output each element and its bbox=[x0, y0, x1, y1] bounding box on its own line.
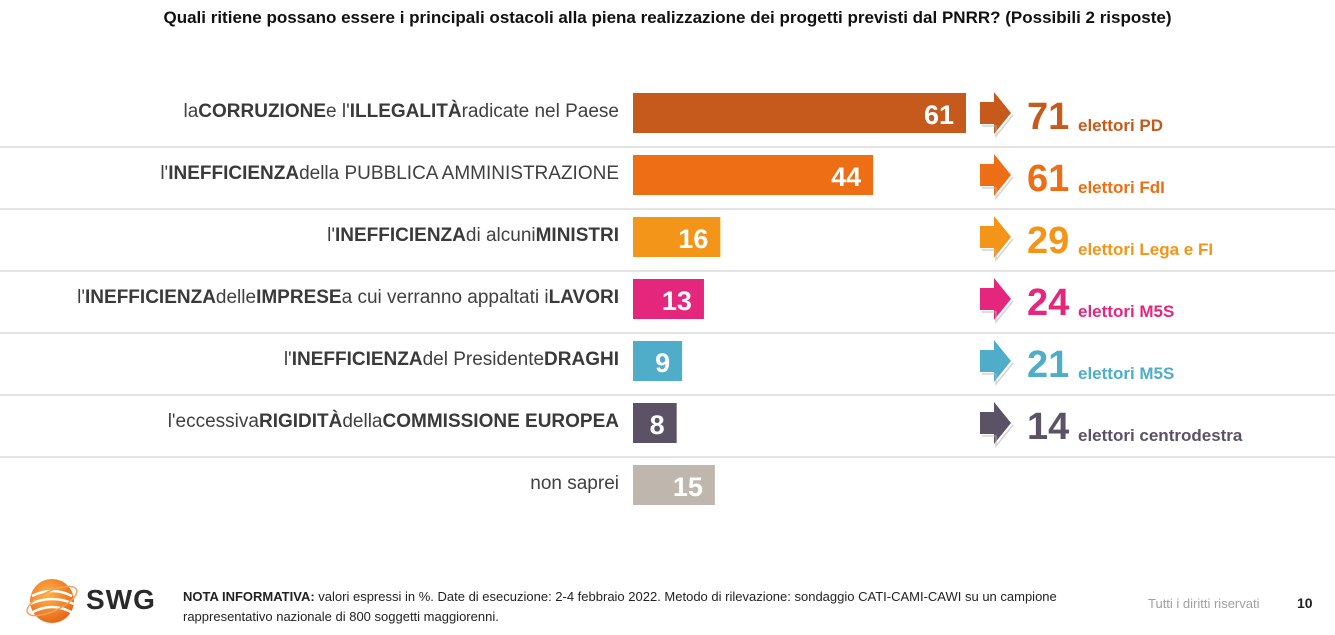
bar bbox=[633, 403, 677, 443]
note-text: valori espressi in %. Date di esecuzione… bbox=[183, 589, 1057, 624]
category-label: l' INEFFICIENZA del Presidente DRAGHI bbox=[284, 329, 619, 391]
callout-value: 24 bbox=[1027, 282, 1069, 324]
bar bbox=[633, 279, 704, 319]
category-label-part: DRAGHI bbox=[544, 349, 619, 370]
callout-label: elettori M5S bbox=[1078, 364, 1174, 383]
category-label-part: RIGIDITÀ bbox=[258, 411, 343, 432]
note-bold: NOTA INFORMATIVA: bbox=[183, 589, 315, 604]
callout-arrow-shadow bbox=[982, 362, 1014, 387]
category-label-part: a cui verranno appaltati i bbox=[341, 287, 549, 308]
callout-arrow-shadow bbox=[982, 238, 1014, 263]
category-label-part: l' bbox=[160, 163, 169, 184]
category-label-part: INEFFICIENZA bbox=[335, 225, 466, 246]
callout-label: elettori PD bbox=[1078, 116, 1163, 135]
category-label-part: INEFFICIENZA bbox=[291, 349, 423, 370]
category-label-part: l' bbox=[327, 225, 335, 246]
callout-arrow-shadow bbox=[982, 176, 1014, 201]
category-label-part: IMPRESE bbox=[256, 287, 342, 308]
callout-value: 71 bbox=[1027, 96, 1069, 138]
callout-arrow-icon bbox=[980, 340, 1011, 382]
footer-note: NOTA INFORMATIVA: valori espressi in %. … bbox=[183, 587, 1063, 627]
bar bbox=[633, 465, 715, 505]
category-label: non saprei bbox=[530, 453, 619, 515]
callout-arrow-icon bbox=[980, 216, 1011, 258]
category-label-part: di alcuni bbox=[465, 225, 536, 246]
category-label-part: l' bbox=[77, 287, 86, 308]
callout-arrow-shadow bbox=[982, 114, 1014, 139]
callout-value: 61 bbox=[1027, 158, 1069, 200]
bar-value-label: 16 bbox=[678, 224, 708, 254]
callout-arrow-icon bbox=[980, 402, 1011, 444]
callout-label: elettori centrodestra bbox=[1078, 426, 1243, 445]
category-label-part: COMMISSIONE EUROPEA bbox=[382, 411, 619, 432]
callout-arrow-shadow bbox=[982, 300, 1014, 325]
callout-value: 14 bbox=[1027, 406, 1069, 448]
category-label: l' INEFFICIENZA della PUBBLICA AMMINISTRA… bbox=[160, 143, 619, 205]
category-label: la CORRUZIONE e l' ILLEGALITÀ radicate ne… bbox=[183, 81, 619, 143]
category-label-part: l' bbox=[283, 349, 292, 370]
category-label-part: ILLEGALITÀ bbox=[349, 101, 462, 122]
callout-label: elettori Lega e FI bbox=[1078, 240, 1213, 259]
logo-text: SWG bbox=[86, 584, 156, 615]
category-label-part: delle bbox=[215, 287, 257, 308]
callout-label: elettori FdI bbox=[1078, 178, 1165, 197]
rights-text: Tutti i diritti riservati bbox=[1148, 596, 1260, 611]
swg-logo bbox=[26, 579, 78, 623]
callout-arrow-icon bbox=[980, 278, 1011, 320]
bar-value-label: 8 bbox=[650, 410, 665, 440]
category-label-part: del Presidente bbox=[422, 349, 545, 370]
bar bbox=[633, 217, 721, 257]
category-label: l' INEFFICIENZA delle IMPRESE a cui verra… bbox=[77, 267, 619, 329]
category-label-part: INEFFICIENZA bbox=[168, 163, 300, 184]
bar bbox=[633, 341, 683, 381]
callout-arrow-icon bbox=[980, 92, 1011, 134]
category-label-part: INEFFICIENZA bbox=[85, 287, 216, 308]
category-label-part: radicate nel Paese bbox=[461, 101, 619, 122]
category-label-part: non saprei bbox=[530, 473, 619, 494]
bar-value-label: 15 bbox=[673, 472, 703, 502]
category-label: l'eccessiva RIGIDITÀ della COMMISSIONE E… bbox=[168, 391, 619, 453]
category-label-part: della PUBBLICA AMMINISTRAZIONE bbox=[299, 163, 619, 184]
category-label-part: la bbox=[183, 101, 199, 122]
category-label-part: CORRUZIONE bbox=[198, 101, 327, 122]
bar bbox=[633, 93, 966, 133]
category-label-part: e l' bbox=[326, 101, 350, 122]
category-label-part: l'eccessiva bbox=[167, 411, 259, 432]
page-number: 10 bbox=[1297, 595, 1313, 611]
chart-title: Quali ritiene possano essere i principal… bbox=[163, 8, 1172, 27]
callout-value: 29 bbox=[1027, 220, 1069, 262]
bar-value-label: 61 bbox=[924, 100, 954, 130]
callout-arrow-shadow bbox=[982, 424, 1014, 449]
category-label-part: della bbox=[342, 411, 383, 432]
callout-label: elettori M5S bbox=[1078, 302, 1174, 321]
bar bbox=[633, 155, 874, 195]
category-label: l' INEFFICIENZA di alcuni MINISTRI bbox=[327, 205, 619, 267]
bar-value-label: 13 bbox=[662, 286, 692, 316]
callout-arrow-icon bbox=[980, 154, 1011, 196]
category-label-part: MINISTRI bbox=[535, 225, 619, 246]
bar-value-label: 9 bbox=[655, 348, 670, 378]
category-label-part: LAVORI bbox=[548, 287, 619, 308]
bar-value-label: 44 bbox=[831, 162, 861, 192]
callout-value: 21 bbox=[1027, 344, 1069, 386]
